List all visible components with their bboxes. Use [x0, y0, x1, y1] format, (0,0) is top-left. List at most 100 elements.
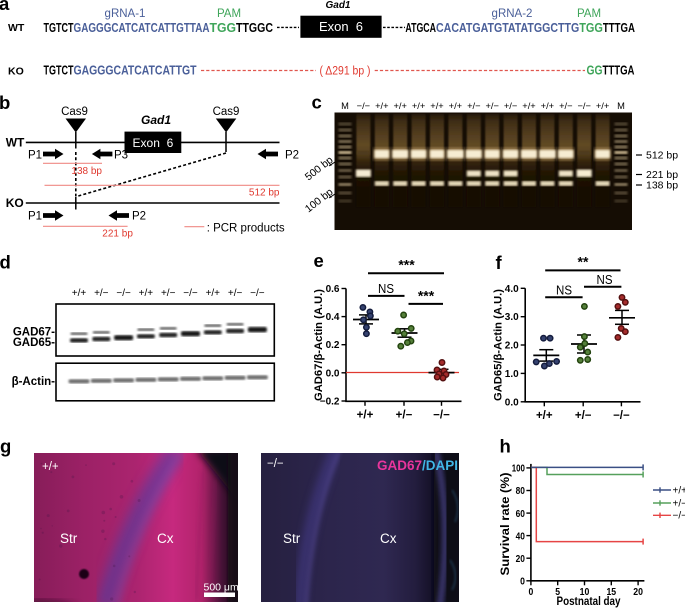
svg-text:Gad1: Gad1 [325, 0, 350, 11]
svg-text:f: f [496, 252, 503, 273]
svg-text:GG: GG [587, 63, 603, 78]
svg-text:: PCR products: : PCR products [207, 222, 285, 234]
svg-text:TTTGA: TTTGA [603, 63, 635, 78]
svg-text:60: 60 [516, 508, 525, 520]
svg-text:P2: P2 [285, 150, 299, 162]
svg-text:+/−: +/− [575, 410, 592, 422]
svg-text:M: M [341, 101, 349, 111]
svg-text:+/+: +/+ [541, 101, 554, 111]
svg-text:+/+: +/+ [393, 101, 406, 111]
svg-text:+/+: +/+ [673, 485, 685, 496]
svg-text:GAD65/β-Actin (A.U.): GAD65/β-Actin (A.U.) [493, 289, 505, 401]
svg-text:Cas9: Cas9 [213, 106, 240, 118]
svg-text:NS: NS [378, 282, 394, 296]
svg-text:1.0: 1.0 [505, 369, 519, 380]
svg-text:−/−: −/− [357, 101, 370, 111]
svg-text:+/+: +/+ [139, 288, 154, 299]
svg-text:0.4: 0.4 [326, 312, 340, 323]
svg-text:**: ** [578, 254, 589, 270]
svg-text:Str: Str [60, 531, 78, 546]
svg-text:+/−: +/− [673, 498, 685, 509]
svg-text:NS: NS [597, 273, 613, 287]
svg-text:TGTCT: TGTCT [44, 20, 74, 35]
svg-text:ATGCA: ATGCA [405, 20, 436, 35]
svg-text:100: 100 [512, 463, 525, 475]
svg-text:GAGGGCATCATCATTGT: GAGGGCATCATCATTGT [74, 63, 197, 78]
svg-text:TTGGC: TTGGC [236, 20, 273, 35]
svg-text:gRNA-2: gRNA-2 [492, 8, 533, 20]
svg-text:Exon 6: Exon 6 [133, 136, 174, 150]
svg-text:a: a [0, 0, 10, 14]
svg-text:+/+: +/+ [430, 101, 443, 111]
svg-text:P3: P3 [114, 150, 128, 162]
svg-text:−/−: −/− [613, 410, 630, 422]
svg-text:138 bp: 138 bp [71, 166, 102, 177]
svg-text:+/−: +/− [559, 101, 572, 111]
svg-text:e: e [314, 250, 324, 271]
svg-text:138 bp: 138 bp [646, 180, 678, 192]
svg-text:TTTGA: TTTGA [603, 20, 635, 35]
svg-text:***: *** [398, 257, 415, 273]
svg-text:0.2: 0.2 [326, 340, 340, 351]
svg-text:P1: P1 [28, 150, 42, 162]
svg-text:Cx: Cx [157, 531, 174, 546]
svg-text:WT: WT [8, 22, 25, 34]
svg-text:+/−: +/− [228, 288, 243, 299]
svg-text:h: h [500, 435, 511, 456]
svg-text:TGG: TGG [210, 20, 237, 35]
svg-text:500 μm: 500 μm [204, 582, 239, 594]
svg-text:−/−: −/− [116, 288, 131, 299]
svg-text:b: b [0, 92, 10, 113]
svg-text:0.0: 0.0 [326, 368, 340, 379]
svg-text:+/−: +/− [467, 101, 480, 111]
svg-text:−/−: −/− [267, 458, 284, 470]
svg-text:TGG: TGG [579, 20, 603, 35]
svg-text:GAD67/β-Actin (A.U.): GAD67/β-Actin (A.U.) [313, 289, 325, 401]
svg-text:Str: Str [283, 531, 301, 546]
svg-text:3.0: 3.0 [505, 312, 519, 323]
svg-text:+/+: +/+ [42, 461, 59, 473]
svg-text:KO: KO [6, 196, 24, 210]
svg-text:+/+: +/+ [522, 101, 535, 111]
svg-text:20: 20 [516, 553, 525, 565]
svg-text:40: 40 [516, 530, 525, 542]
svg-text:−/−: −/− [433, 410, 450, 422]
svg-text:WT: WT [6, 136, 25, 150]
svg-text:2.0: 2.0 [505, 341, 519, 352]
svg-text:d: d [0, 251, 11, 272]
svg-text:NS: NS [556, 284, 572, 298]
svg-text:GAD65-: GAD65- [13, 337, 55, 349]
svg-text:P1: P1 [28, 211, 42, 223]
svg-text:221 bp: 221 bp [102, 229, 133, 240]
svg-text:80: 80 [516, 485, 525, 497]
svg-text:g: g [0, 435, 11, 456]
svg-text:P2: P2 [132, 211, 146, 223]
svg-text:Gad1: Gad1 [141, 113, 171, 127]
svg-text:Survival rate (%): Survival rate (%) [500, 472, 512, 575]
svg-text:TGTCT: TGTCT [44, 63, 74, 78]
svg-text:+/+: +/+ [206, 288, 221, 299]
svg-text:CACATGATGTATATGGCTTG: CACATGATGTATATGGCTTG [436, 20, 579, 35]
svg-text:+/+: +/+ [72, 288, 87, 299]
svg-text:***: *** [418, 288, 435, 304]
svg-text:0.6: 0.6 [326, 284, 340, 295]
svg-text:−/−: −/− [673, 511, 685, 522]
svg-text:( Δ291 bp ): ( Δ291 bp ) [320, 66, 371, 78]
svg-text:+/−: +/− [504, 101, 517, 111]
svg-text:0.0: 0.0 [505, 397, 519, 408]
svg-text:0: 0 [529, 586, 534, 598]
svg-text:β-Actin-: β-Actin- [12, 376, 56, 388]
svg-text:gRNA-1: gRNA-1 [105, 8, 146, 20]
svg-text:Postnatal day: Postnatal day [557, 596, 622, 608]
svg-text:+/−: +/− [161, 288, 176, 299]
svg-text:KO: KO [8, 66, 24, 78]
svg-text:+/+: +/+ [375, 101, 388, 111]
svg-text:−/−: −/− [183, 288, 198, 299]
svg-text:−/−: −/− [577, 101, 590, 111]
svg-text:Cx: Cx [380, 531, 397, 546]
svg-text:512 bp: 512 bp [646, 150, 678, 162]
svg-text:GAGGGCATCATCATTGTTAA: GAGGGCATCATCATTGTTAA [74, 20, 210, 35]
svg-text:+/+: +/+ [412, 101, 425, 111]
svg-text:+/+: +/+ [357, 410, 374, 422]
svg-text:Exon 6: Exon 6 [319, 19, 363, 34]
